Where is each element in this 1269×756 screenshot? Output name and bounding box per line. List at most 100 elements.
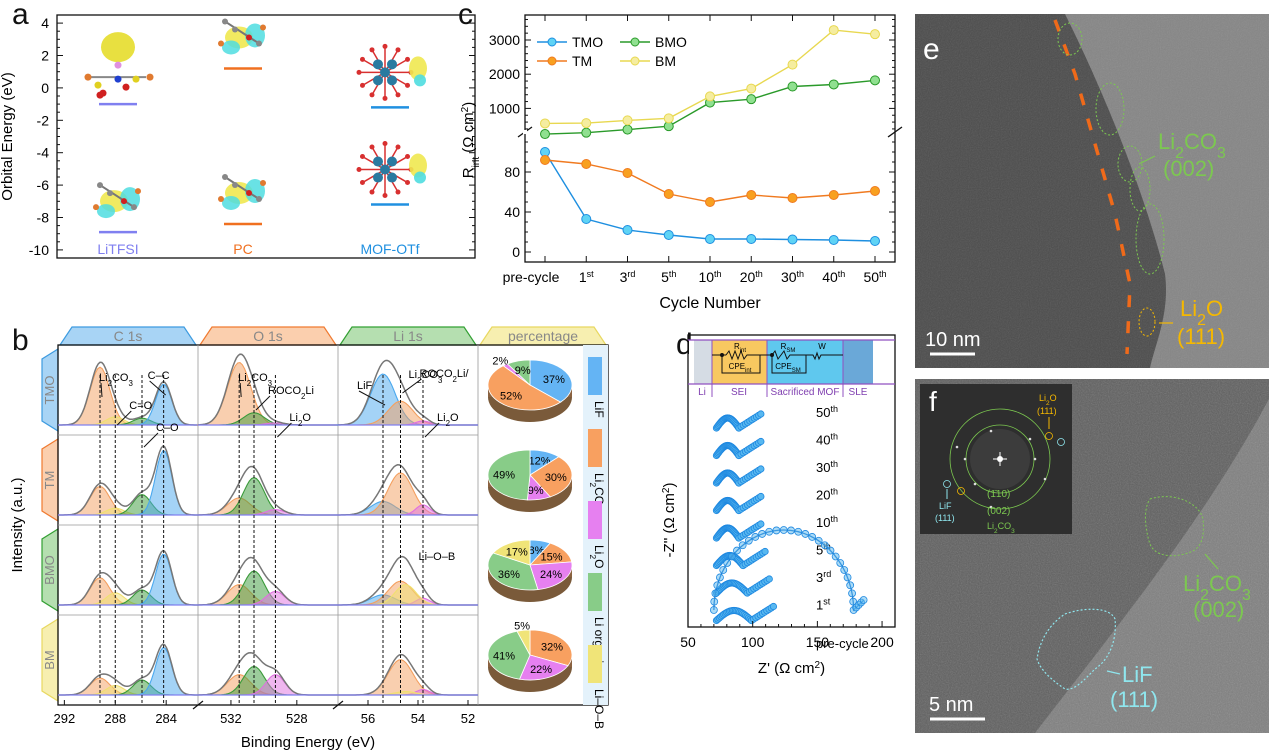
label-suffix: st [823, 597, 831, 607]
x-tick-label: 50th [863, 269, 886, 285]
lumo-orbital-illustration [218, 18, 266, 55]
x-tick-label: 532 [220, 711, 242, 726]
xps-tmo-o-1s [197, 353, 338, 426]
label-part: ) [661, 483, 678, 488]
data-point [787, 526, 795, 535]
x-axis-label: Z' (Ω cm2) [758, 660, 825, 678]
label-part: 2 [460, 106, 471, 112]
y-axis-label: Intensity (a.u.) [9, 477, 26, 572]
pie-slice-li-organics [487, 449, 531, 501]
text-part: Li [592, 545, 606, 554]
sample-tab-label: TM [42, 471, 57, 490]
legend: TMO TM BMO BM [537, 34, 687, 69]
text-part: CO [112, 372, 129, 384]
pie-slice-label: 41% [493, 650, 515, 662]
text-part: 2 [588, 554, 598, 559]
zone-label: SEI [731, 387, 747, 398]
nyquist-curve-1st [712, 602, 778, 625]
envelope-curve [58, 643, 198, 696]
envelope-curve [58, 361, 198, 426]
data-point [757, 465, 765, 473]
atom-metal [373, 156, 383, 167]
li2o-label: Li2O [1180, 296, 1223, 329]
data-point [758, 530, 767, 538]
atom-o [369, 47, 375, 53]
label-part: ) [460, 102, 477, 107]
text-part: C–O [156, 422, 179, 434]
tick-suffix: th [669, 269, 677, 279]
li2co3-label: Li2CO3 [1158, 129, 1226, 162]
li2co3-label: Li2CO3 [1183, 571, 1251, 604]
annotation-arrow [358, 390, 386, 406]
series-bm [540, 25, 880, 129]
label-part: 2 [661, 487, 672, 493]
atom [256, 195, 262, 202]
atom-o [359, 82, 365, 88]
y-tick-label-upper: 1000 [489, 100, 520, 116]
text-part: Li [437, 412, 446, 424]
annotation-arrow [402, 378, 422, 394]
atom-metal [387, 75, 397, 86]
y-tick-label: -10 [29, 242, 49, 258]
fft-ring-outer [949, 408, 1051, 510]
atom-o [395, 144, 401, 150]
zone-li [694, 340, 712, 384]
region-tab-label: O 1s [253, 328, 283, 344]
series-tmo [540, 147, 880, 246]
annotation-label: ROCO2Li/ [420, 368, 470, 384]
text-part: LiF [357, 380, 373, 392]
y-tick-label: 2 [41, 48, 49, 64]
zone-sle [843, 340, 873, 384]
legend-label: TMO [572, 34, 603, 50]
x-tick-label: 40th [822, 269, 845, 285]
annotation-label: Li2O [437, 412, 459, 428]
y-axis-label: -Z'' (Ω cm2) [661, 483, 679, 558]
zone-label: Sacrificed MOF [771, 387, 840, 398]
data-point-tm [622, 168, 633, 178]
tick-number: 40 [822, 269, 838, 285]
atom-o [359, 154, 365, 160]
text-part: CO [998, 521, 1012, 531]
tem-noise [915, 14, 1269, 368]
data-point-bmo [828, 79, 839, 90]
y-tick-label-upper: 2000 [489, 66, 520, 82]
text-part: CO [1184, 129, 1217, 154]
lumo-orbital-illustration [356, 43, 427, 101]
zone-sei [712, 340, 767, 384]
data-point [843, 573, 852, 582]
cpe-int-label: CPEint [729, 362, 752, 374]
atom-o [369, 189, 375, 195]
diffraction-spot [1033, 457, 1037, 461]
xps-tm-c-1s [58, 445, 198, 516]
text-part: O [592, 559, 606, 568]
atom-li [114, 61, 122, 69]
data-point-tm [663, 189, 674, 199]
annotation-label: C–C [148, 370, 170, 382]
data-point [727, 552, 736, 561]
lumo-orbital-illustration [84, 32, 154, 99]
y-axis-label: Rint (Ω cm2) [460, 102, 482, 179]
atom [97, 182, 103, 189]
fit-peak-roco2li-li2co3 [338, 659, 478, 696]
legend-marker [630, 56, 640, 66]
pie-slice-label: 36% [498, 569, 520, 581]
molecule-mof-otf: MOF-OTf [356, 43, 427, 257]
data-point-tm [540, 155, 550, 165]
text-part: Li [99, 372, 108, 384]
y-tick-label: -6 [37, 177, 50, 193]
data-point-tm [787, 193, 798, 203]
xps-bmo-c-1s [58, 549, 198, 606]
r-sm-label: RSM [781, 342, 796, 354]
orbital-lobe-cyan [414, 74, 426, 87]
curve-label: 10th [816, 514, 838, 530]
y-tick-label: -8 [37, 210, 50, 226]
data-point [859, 596, 868, 604]
orbital-lobe-yellow [409, 153, 427, 178]
orbital-lobe-cyan [97, 204, 115, 219]
pie-slice-li2co3 [529, 629, 573, 667]
atom [218, 195, 224, 202]
x-tick-label: 30th [781, 269, 804, 285]
curve-label: 20th [816, 487, 838, 503]
